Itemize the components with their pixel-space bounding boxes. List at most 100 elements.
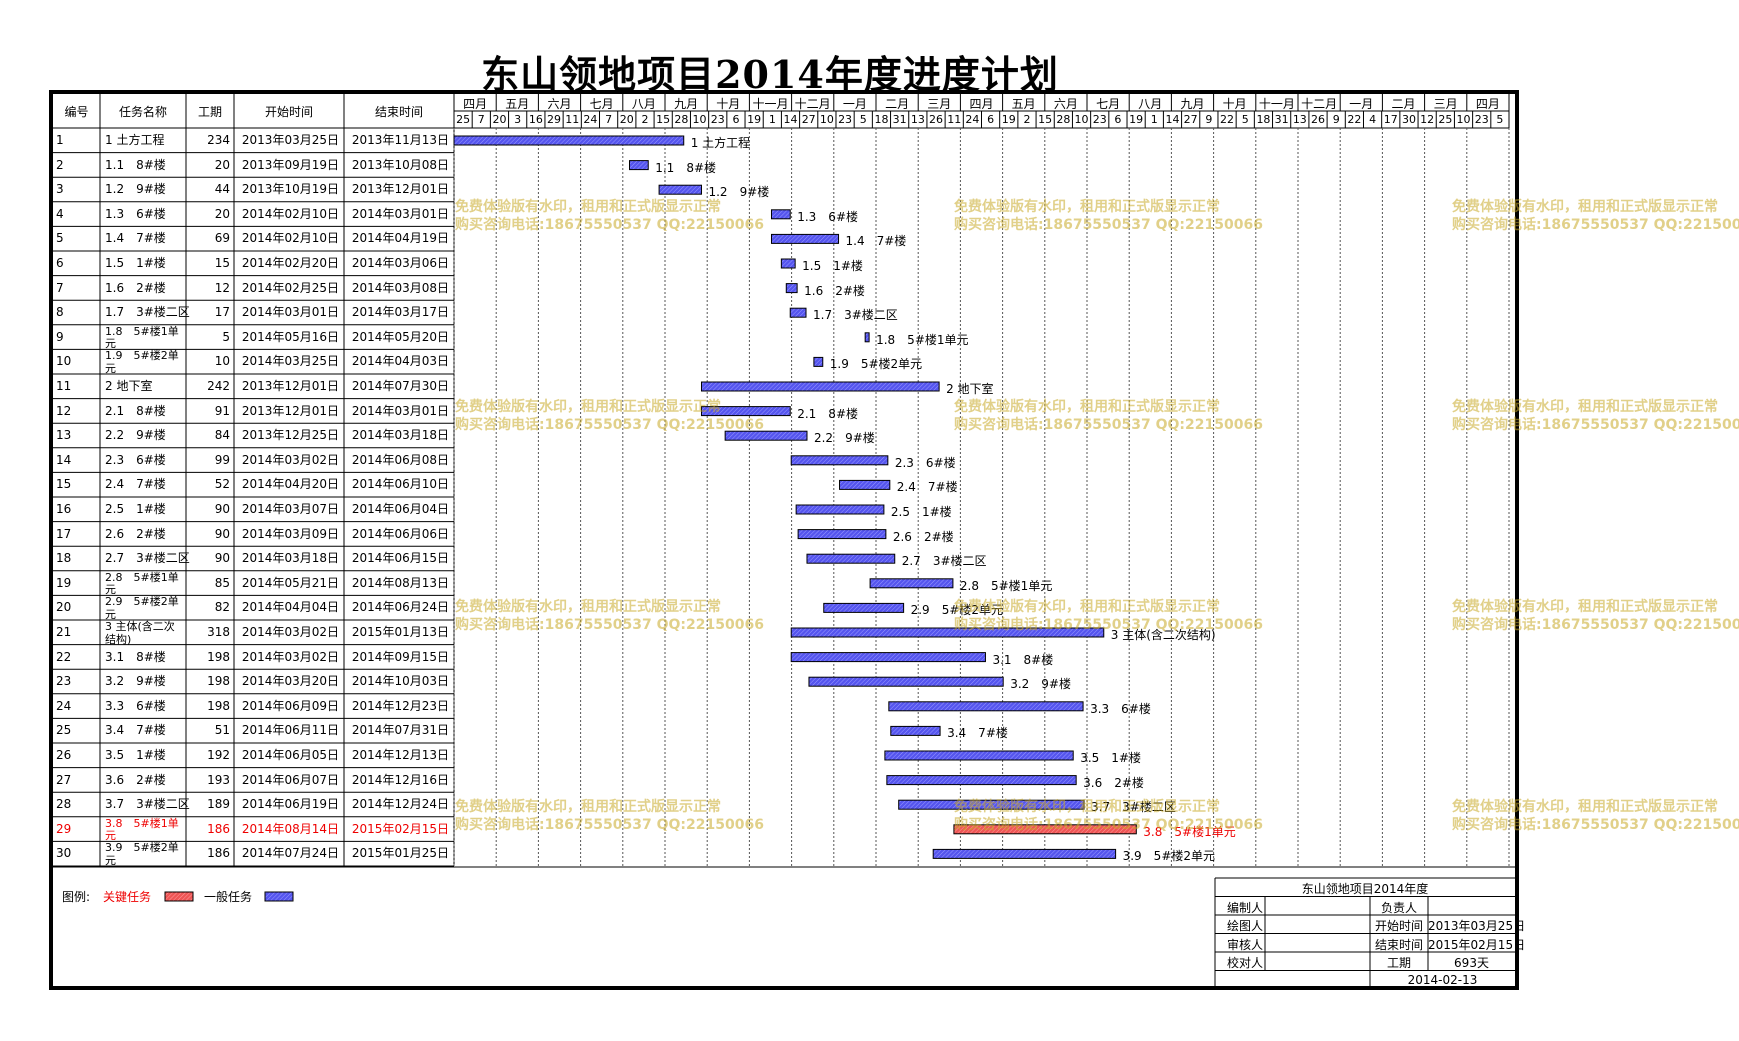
task-end: 2014年04月19日 — [351, 231, 449, 246]
task-duration: 52 — [214, 477, 230, 492]
task-id: 21 — [56, 625, 72, 639]
column-header: 编号 — [64, 104, 89, 119]
day-label: 10 — [692, 113, 707, 126]
day-label: 14 — [1165, 113, 1180, 126]
column-header: 工期 — [197, 104, 222, 119]
bar-label: 1.3 6#楼 — [797, 209, 858, 224]
task-start: 2013年12月01日 — [241, 403, 339, 418]
page-title: 东山领地项目2014年度进度计划 — [481, 52, 1059, 97]
task-start: 2014年05月16日 — [241, 329, 339, 344]
day-label: 24 — [965, 113, 980, 126]
task-duration: 85 — [214, 575, 230, 590]
task-name: 2.5 1#楼 — [105, 502, 166, 516]
month-label: 七月 — [1096, 97, 1121, 111]
bar-label: 3.6 2#楼 — [1083, 775, 1144, 790]
gantt-bar — [869, 578, 954, 589]
task-end: 2014年03月01日 — [351, 206, 449, 221]
bar-label: 3.1 8#楼 — [992, 652, 1054, 667]
task-id: 30 — [56, 846, 72, 861]
bar-label: 1.9 5#楼2单元 — [829, 357, 923, 372]
task-start: 2014年02月20日 — [241, 256, 339, 270]
gantt-bar — [884, 750, 1074, 761]
task-start: 2014年05月21日 — [241, 575, 339, 590]
day-label: 23 — [838, 113, 853, 126]
task-id: 26 — [56, 748, 72, 762]
bar-label: 2.7 3#楼二区 — [901, 554, 987, 569]
task-start: 2014年06月05日 — [241, 748, 339, 762]
task-id: 19 — [56, 575, 72, 590]
task-start: 2014年06月19日 — [241, 797, 339, 812]
task-name: 1 土方工程 — [105, 133, 165, 147]
bar-label: 2.9 5#楼2单元 — [910, 603, 1004, 618]
info-label: 结束时间 — [1374, 937, 1423, 952]
task-duration: 20 — [214, 157, 230, 172]
day-label: 25 — [456, 113, 471, 126]
task-end: 2014年07月30日 — [351, 379, 449, 393]
task-start: 2013年10月19日 — [241, 182, 339, 197]
info-value: 693天 — [1454, 956, 1489, 970]
day-label: 10 — [1074, 113, 1089, 126]
legend-critical-swatch — [164, 891, 194, 902]
task-duration: 198 — [207, 674, 230, 689]
month-label: 十二月 — [1301, 97, 1338, 111]
info-title: 东山领地项目2014年度 — [1301, 882, 1429, 896]
info-label: 校对人 — [1227, 956, 1264, 970]
task-end: 2014年08月13日 — [351, 575, 449, 590]
day-label: 18 — [1256, 113, 1271, 126]
info-label: 审核人 — [1227, 937, 1264, 952]
task-name: 2.8 5#楼1单元 — [105, 570, 179, 597]
info-value: 2015年02月15日 — [1428, 937, 1526, 952]
month-label: 五月 — [1011, 97, 1036, 111]
gantt-bar — [790, 652, 986, 663]
task-name: 3 主体(含二次结构) — [105, 620, 175, 646]
task-duration: 91 — [214, 403, 230, 418]
task-start: 2013年09月19日 — [241, 157, 339, 172]
task-end: 2014年06月04日 — [351, 502, 449, 516]
bar-label: 1.7 3#楼二区 — [813, 308, 898, 323]
info-label: 开始时间 — [1374, 919, 1423, 933]
day-label: 30 — [1401, 113, 1416, 126]
task-name: 3.8 5#楼1单元 — [105, 816, 179, 843]
task-id: 15 — [56, 477, 72, 492]
day-label: 14 — [783, 113, 798, 126]
task-duration: 69 — [214, 231, 230, 246]
bar-label: 1 土方工程 — [690, 136, 751, 150]
bar-label: 2.4 7#楼 — [896, 480, 958, 495]
month-label: 四月 — [1475, 97, 1500, 111]
day-label: 31 — [892, 113, 907, 126]
day-label: 11 — [565, 113, 580, 126]
task-end: 2014年12月23日 — [351, 698, 449, 713]
task-name: 1.9 5#楼2单元 — [105, 349, 179, 376]
task-name: 2.4 7#楼 — [105, 477, 166, 492]
task-start: 2014年03月02日 — [241, 625, 339, 639]
task-end: 2014年05月20日 — [351, 329, 449, 344]
month-label: 十月 — [1222, 97, 1247, 111]
day-label: 15 — [656, 113, 671, 126]
task-end: 2014年07月31日 — [351, 723, 449, 738]
bar-label: 3.9 5#楼2单元 — [1122, 849, 1216, 864]
day-label: 13 — [1292, 113, 1307, 126]
task-start: 2014年04月04日 — [241, 600, 339, 615]
task-end: 2014年03月01日 — [351, 403, 449, 418]
gantt-bar — [890, 725, 941, 736]
month-label: 九月 — [1180, 97, 1205, 111]
month-label: 四月 — [969, 97, 994, 111]
task-duration: 193 — [207, 772, 230, 787]
day-label: 28 — [1056, 113, 1071, 126]
task-duration: 17 — [214, 305, 230, 320]
task-name: 2.6 2#楼 — [105, 526, 166, 541]
task-start: 2014年03月25日 — [241, 354, 339, 369]
task-end: 2014年04月03日 — [351, 354, 449, 369]
day-label: 16 — [528, 113, 543, 126]
bar-label: 3 主体(含二次结构) — [1110, 628, 1216, 642]
task-id: 5 — [56, 231, 64, 246]
month-label: 八月 — [631, 97, 656, 111]
info-label: 绘图人 — [1227, 919, 1264, 933]
legend-normal-label: 一般任务 — [204, 890, 253, 904]
task-duration: 5 — [222, 329, 230, 344]
task-id: 25 — [56, 723, 72, 738]
gantt-bar — [629, 160, 649, 171]
month-label: 三月 — [1433, 97, 1458, 111]
gantt-bar — [823, 602, 905, 613]
